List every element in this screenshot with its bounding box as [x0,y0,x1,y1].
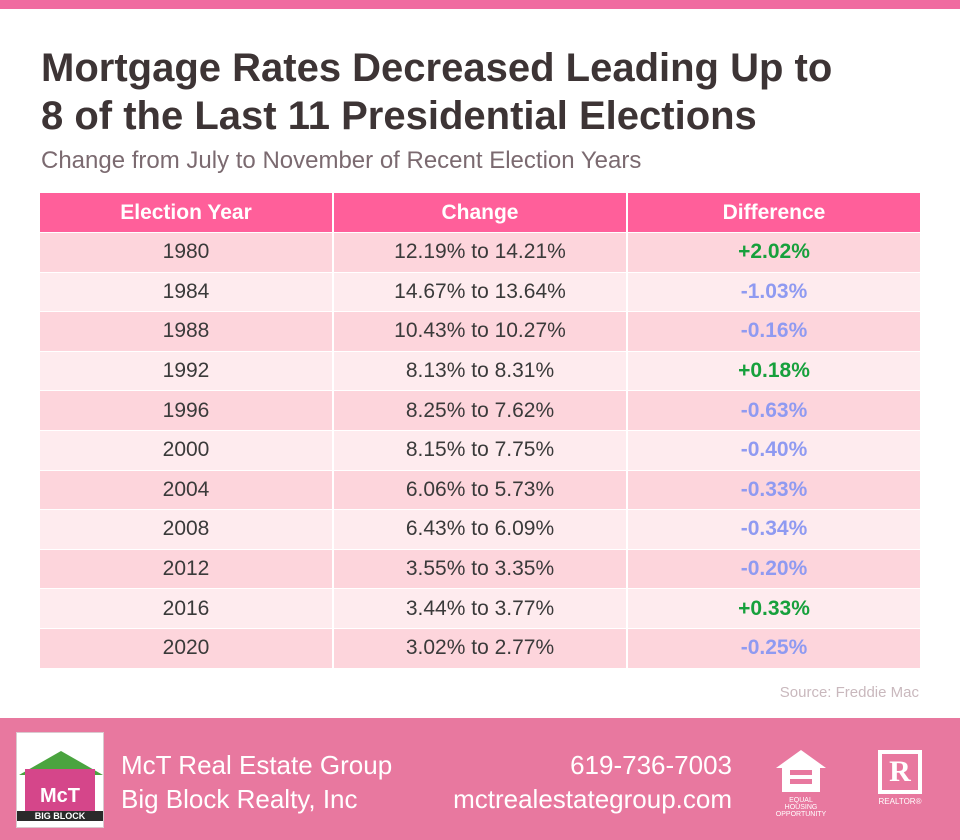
cell-change: 6.06% to 5.73% [334,470,628,510]
cell-difference: -0.33% [628,471,920,510]
table-row: 2000 8.15% to 7.75% -0.40% [40,429,920,470]
cell-election-year: 1992 [40,351,334,391]
table-header-row: Election Year Change Difference [40,193,920,232]
cell-change: 6.43% to 6.09% [334,510,628,549]
difference-value: -0.25% [740,636,808,660]
difference-value: +2.02% [738,240,810,264]
difference-value: -0.20% [740,557,808,581]
cell-difference: +0.33% [628,589,920,628]
cell-election-year: 2004 [40,470,334,510]
header-election-year: Election Year [40,193,334,232]
table-row: 2008 6.43% to 6.09% -0.34% [40,509,920,549]
cell-difference: -0.16% [628,312,920,351]
table-row: 1980 12.19% to 14.21% +2.02% [40,232,920,272]
source-note: Source: Freddie Mac [779,684,919,701]
cell-election-year: 2000 [40,430,334,470]
top-accent-bar [0,0,960,9]
title-line-1: Mortgage Rates Decreased Leading Up to [41,46,833,90]
cell-change: 8.15% to 7.75% [334,430,628,470]
cell-difference: -0.34% [628,510,920,549]
difference-value: -0.63% [740,398,808,422]
cell-election-year: 2012 [40,549,334,589]
table-row: 1988 10.43% to 10.27% -0.16% [40,311,920,351]
cell-change: 8.13% to 8.31% [334,351,628,391]
difference-value: -0.40% [740,438,808,462]
page-title: Mortgage Rates Decreased Leading Up to 8… [41,44,931,140]
cell-election-year: 2016 [40,589,334,628]
header-difference: Difference [722,200,826,224]
header-change: Change [334,193,628,232]
realtor-badge-icon [878,750,922,794]
company-logo: McT BIG BLOCK [16,732,104,828]
company-name: McT Real Estate Group [121,750,393,780]
realtor-letter: R [889,755,911,788]
phone-number[interactable]: 619-736-7003 [570,750,732,780]
cell-difference: -1.03% [628,273,920,312]
cell-election-year: 2008 [40,510,334,549]
cell-change: 12.19% to 14.21% [334,233,628,272]
website-link[interactable]: mctrealestategroup.com [453,784,732,814]
cell-change: 3.55% to 3.35% [334,549,628,589]
brokerage-name: Big Block Realty, Inc [121,784,358,814]
cell-difference: -0.25% [628,629,920,668]
table-row: 1996 8.25% to 7.62% -0.63% [40,390,920,430]
cell-difference: -0.40% [628,431,920,470]
logo-subtext: BIG BLOCK [17,811,103,821]
cell-difference: -0.63% [628,391,920,430]
mortgage-rate-table: Election Year Change Difference 1980 12.1… [40,193,920,668]
cell-election-year: 2020 [40,628,334,668]
cell-election-year: 1996 [40,391,334,430]
page-subtitle: Change from July to November of Recent E… [41,147,642,174]
cell-change: 10.43% to 10.27% [334,312,628,351]
difference-value: -0.34% [740,517,808,541]
table-row: 2004 6.06% to 5.73% -0.33% [40,469,920,510]
cell-difference: +2.02% [628,233,920,272]
realtor-label: REALTOR® [878,797,922,806]
difference-value: -1.03% [740,279,808,303]
table-row: 2020 3.02% to 2.77% -0.25% [40,627,920,668]
realtor-icon: R REALTOR® [872,748,928,808]
footer-bar: McT BIG BLOCK McT Real Estate Group Big … [0,718,960,840]
title-line-2: 8 of the Last 11 Presidential Elections [41,94,757,138]
cell-change: 3.44% to 3.77% [334,589,628,628]
cell-election-year: 1980 [40,233,334,272]
cell-difference: +0.18% [628,352,920,391]
cell-election-year: 1988 [40,312,334,351]
cell-change: 14.67% to 13.64% [334,272,628,312]
cell-change: 8.25% to 7.62% [334,391,628,430]
equal-housing-house-icon [776,750,826,792]
difference-value: -0.33% [740,477,808,501]
cell-election-year: 1984 [40,272,334,312]
equal-housing-label: EQUAL HOUSING OPPORTUNITY [775,797,827,818]
difference-value: +0.33% [738,596,810,620]
cell-change: 3.02% to 2.77% [334,628,628,668]
cell-difference: -0.20% [628,550,920,589]
table-row: 1992 8.13% to 8.31% +0.18% [40,350,920,391]
logo-text: McT [40,785,80,807]
difference-value: +0.18% [738,359,810,383]
difference-value: -0.16% [740,319,808,343]
table-row: 2012 3.55% to 3.35% -0.20% [40,548,920,589]
equal-housing-icon: EQUAL HOUSING OPPORTUNITY [774,748,828,818]
table-row: 1984 14.67% to 13.64% -1.03% [40,271,920,312]
table-row: 2016 3.44% to 3.77% +0.33% [40,588,920,628]
